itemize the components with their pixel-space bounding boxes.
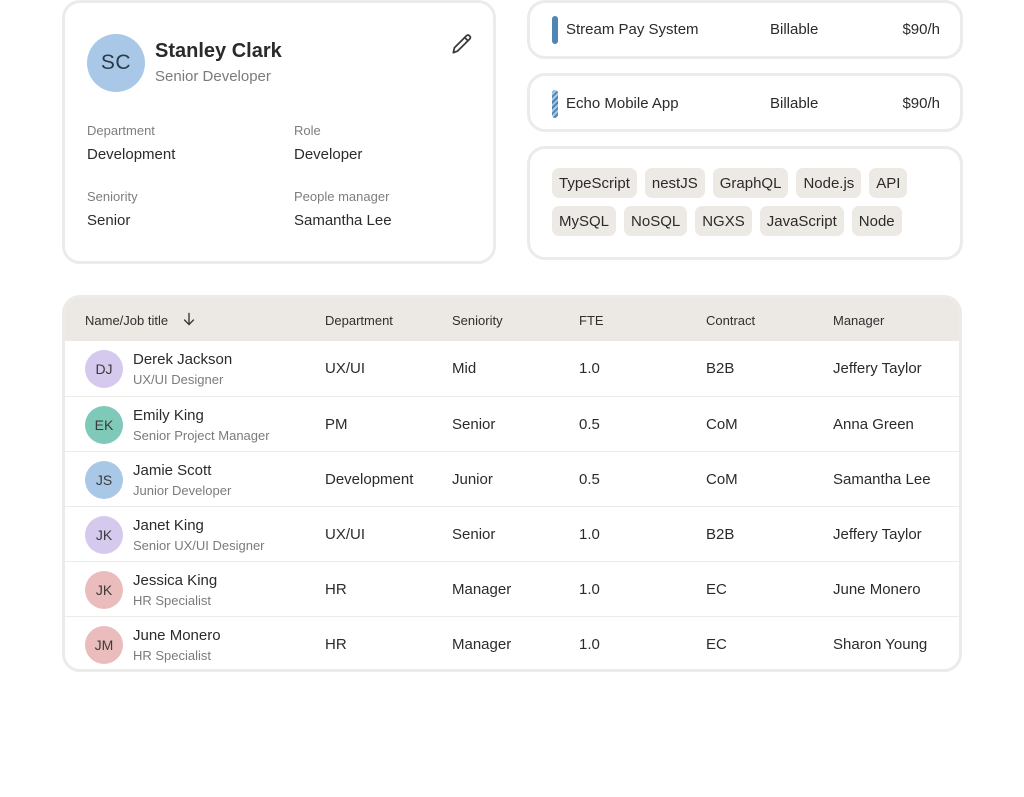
avatar: JK (85, 516, 123, 554)
cell-seniority: Mid (452, 360, 477, 377)
employee-job-title: Senior Project Manager (133, 428, 270, 443)
pencil-icon[interactable] (449, 31, 475, 57)
project-card-stream-pay[interactable]: Stream Pay System Billable $90/h (527, 0, 963, 59)
cell-contract: EC (706, 636, 727, 653)
table-row[interactable]: JS Jamie Scott Junior Developer Developm… (65, 451, 959, 506)
cell-contract: B2B (706, 526, 735, 543)
employee-job-title: Junior Developer (133, 483, 232, 498)
employee-job-title: HR Specialist (133, 648, 212, 663)
employee-job-title: HR Specialist (133, 593, 212, 608)
cell-manager: Jeffery Taylor (833, 360, 922, 377)
cell-manager: Anna Green (833, 416, 914, 433)
cell-manager: Jeffery Taylor (833, 526, 922, 543)
cell-seniority: Junior (452, 471, 493, 488)
column-header-department[interactable]: Department (325, 313, 393, 328)
cell-fte: 0.5 (579, 416, 600, 433)
project-color-bar (552, 90, 558, 118)
arrow-down-icon[interactable] (181, 311, 197, 327)
cell-seniority: Senior (452, 526, 496, 543)
project-name: Stream Pay System (566, 21, 699, 38)
skill-tag: NGXS (695, 206, 752, 236)
cell-fte: 1.0 (579, 360, 600, 377)
employee-name: Jessica King (133, 572, 218, 589)
employee-job-title: Senior UX/UI Designer (133, 538, 265, 553)
table-row[interactable]: JM June Monero HR Specialist HR Manager … (65, 616, 959, 669)
cell-seniority: Senior (452, 416, 496, 433)
skill-tag: GraphQL (712, 168, 789, 198)
cell-department: UX/UI (325, 526, 366, 543)
role-value: Developer (294, 146, 363, 163)
skill-tag: TypeScript (552, 168, 637, 198)
cell-contract: EC (706, 581, 727, 598)
project-color-bar (552, 16, 558, 44)
profile-card: SC Stanley Clark Senior Developer Depart… (62, 0, 496, 264)
table-row[interactable]: JK Janet King Senior UX/UI Designer UX/U… (65, 506, 959, 561)
column-header-contract[interactable]: Contract (706, 313, 756, 328)
employee-job-title: UX/UI Designer (133, 372, 224, 387)
project-card-echo-mobile[interactable]: Echo Mobile App Billable $90/h (527, 73, 963, 132)
skill-tag: Node (851, 206, 902, 236)
cell-contract: B2B (706, 360, 735, 377)
cell-seniority: Manager (452, 636, 512, 653)
profile-name: Stanley Clark (155, 40, 282, 62)
cell-fte: 1.0 (579, 636, 600, 653)
table-row[interactable]: DJ Derek Jackson UX/UI Designer UX/UI Mi… (65, 341, 959, 396)
department-label: Department (87, 123, 155, 138)
cell-manager: Sharon Young (833, 636, 928, 653)
skill-tag: MySQL (552, 206, 617, 236)
cell-manager: June Monero (833, 581, 921, 598)
table-row[interactable]: EK Emily King Senior Project Manager PM … (65, 396, 959, 451)
avatar: EK (85, 406, 123, 444)
cell-fte: 0.5 (579, 471, 600, 488)
cell-department: HR (325, 581, 347, 598)
employee-name: Jamie Scott (133, 462, 212, 479)
people-manager-label: People manager (294, 189, 390, 204)
column-header-seniority[interactable]: Seniority (452, 313, 503, 328)
skill-tag: JavaScript (759, 206, 844, 236)
seniority-value: Senior (87, 212, 131, 229)
people-manager-value: Samantha Lee (294, 212, 392, 229)
project-status: Billable (770, 21, 819, 38)
employee-name: Derek Jackson (133, 351, 233, 368)
team-table: Name/Job title Department Seniority FTE … (62, 295, 962, 672)
column-header-fte[interactable]: FTE (579, 313, 604, 328)
avatar: JK (85, 571, 123, 609)
project-status: Billable (770, 95, 819, 112)
employee-name: June Monero (133, 627, 221, 644)
cell-contract: CoM (706, 416, 738, 433)
skills-card: TypeScript nestJS GraphQL Node.js API My… (527, 146, 963, 260)
project-name: Echo Mobile App (566, 95, 679, 112)
cell-department: PM (325, 416, 348, 433)
avatar: DJ (85, 350, 123, 388)
role-label: Role (294, 123, 321, 138)
cell-department: Development (325, 471, 414, 488)
column-header-manager[interactable]: Manager (833, 313, 885, 328)
employee-name: Emily King (133, 407, 204, 424)
column-header-name[interactable]: Name/Job title (85, 313, 169, 328)
skill-tag: Node.js (796, 168, 862, 198)
table-header: Name/Job title Department Seniority FTE … (65, 298, 959, 341)
skill-tag: NoSQL (624, 206, 688, 236)
profile-job-title: Senior Developer (155, 68, 271, 85)
cell-manager: Samantha Lee (833, 471, 931, 488)
employee-name: Janet King (133, 517, 204, 534)
avatar: JM (85, 626, 123, 664)
cell-seniority: Manager (452, 581, 512, 598)
seniority-label: Seniority (87, 189, 138, 204)
table-row[interactable]: JK Jessica King HR Specialist HR Manager… (65, 561, 959, 616)
department-value: Development (87, 146, 176, 163)
cell-fte: 1.0 (579, 526, 600, 543)
cell-contract: CoM (706, 471, 738, 488)
cell-fte: 1.0 (579, 581, 600, 598)
skill-tags: TypeScript nestJS GraphQL Node.js API My… (552, 168, 944, 236)
cell-department: HR (325, 636, 347, 653)
skill-tag: API (869, 168, 908, 198)
avatar: JS (85, 461, 123, 499)
project-rate: $90/h (902, 95, 940, 112)
project-rate: $90/h (902, 21, 940, 38)
cell-department: UX/UI (325, 360, 366, 377)
skill-tag: nestJS (644, 168, 705, 198)
avatar: SC (87, 34, 145, 92)
